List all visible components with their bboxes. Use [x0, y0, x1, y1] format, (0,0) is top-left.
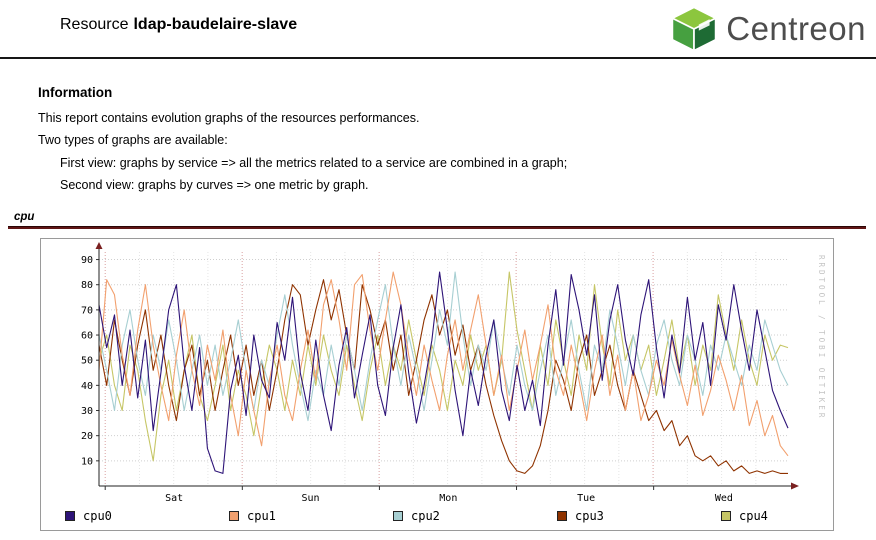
x-tick-label: Mon — [439, 493, 457, 504]
y-tick-label: 90 — [81, 255, 93, 266]
y-tick-label: 20 — [81, 431, 93, 442]
centreon-logo: Centreon — [669, 5, 866, 53]
page-title-prefix: Resource — [60, 16, 129, 33]
info-line-2: Two types of graphs are available: — [38, 133, 228, 147]
legend-label: cpu4 — [739, 509, 768, 523]
series-lines — [98, 271, 789, 474]
y-tick-label: 60 — [81, 331, 93, 342]
y-tick-label: 80 — [81, 280, 93, 291]
series-line-cpu2 — [98, 271, 789, 422]
legend-swatch — [229, 511, 239, 521]
legend-item: cpu1 — [229, 509, 393, 523]
axes — [95, 242, 799, 490]
page-title: Resource ldap-baudelaire-slave — [60, 16, 297, 34]
header-divider — [0, 57, 876, 59]
legend-swatch — [721, 511, 731, 521]
y-axis-arrow — [95, 242, 103, 249]
legend-item: cpu2 — [393, 509, 557, 523]
y-tick-label: 30 — [81, 406, 93, 417]
axis-labels: 10 20 30 40 50 60 70 80 90 Sat Sun Mon Tue Wed RRDTOOL… — [81, 255, 826, 504]
legend-swatch — [557, 511, 567, 521]
series-line-cpu1 — [98, 271, 789, 457]
y-tick-label: 50 — [81, 356, 93, 367]
legend-item: cpu4 — [721, 509, 833, 523]
y-tick-label: 10 — [81, 456, 93, 467]
legend-label: cpu1 — [247, 509, 276, 523]
information-section: Information This report contains evoluti… — [38, 86, 567, 202]
legend-swatch — [393, 511, 403, 521]
legend-label: cpu3 — [575, 509, 604, 523]
cube-notch — [699, 19, 710, 31]
section-divider — [8, 226, 866, 229]
information-heading: Information — [38, 85, 113, 100]
x-tick-label: Wed — [715, 493, 733, 504]
x-axis-arrow — [791, 482, 799, 490]
legend-swatch — [65, 511, 75, 521]
legend-label: cpu2 — [411, 509, 440, 523]
legend-item: cpu0 — [65, 509, 229, 523]
chart-canvas: 10 20 30 40 50 60 70 80 90 Sat Sun Mon Tue Wed RRDTOOL… — [81, 242, 826, 504]
y-tick-label: 40 — [81, 381, 93, 392]
legend-label: cpu0 — [83, 509, 112, 523]
rrdtool-watermark: RRDTOOL / TOBI OETIKER — [817, 255, 826, 420]
chart-legend: cpu0 cpu1 cpu2 cpu3 cpu4 — [41, 505, 833, 527]
centreon-logo-text: Centreon — [726, 10, 866, 47]
series-line-cpu0 — [98, 271, 789, 474]
info-line-3: First view: graphs by service => all the… — [60, 155, 568, 170]
series-line-cpu3 — [98, 279, 788, 474]
legend-item: cpu3 — [557, 509, 721, 523]
cpu-graph: 10 20 30 40 50 60 70 80 90 Sat Sun Mon Tue Wed RRDTOOL… — [40, 238, 834, 531]
info-line-4: Second view: graphs by curves => one met… — [60, 178, 369, 192]
x-tick-label: Sun — [301, 493, 319, 504]
grid-lines — [99, 252, 788, 486]
y-tick-label: 70 — [81, 305, 93, 316]
page-title-resource: ldap-baudelaire-slave — [133, 16, 298, 33]
centreon-cube-icon — [670, 6, 718, 52]
series-line-cpu4 — [98, 271, 789, 462]
section-label-cpu: cpu — [14, 211, 35, 223]
x-tick-label: Sat — [165, 493, 183, 504]
info-line-1: This report contains evolution graphs of… — [38, 110, 420, 125]
x-tick-label: Tue — [577, 493, 595, 504]
